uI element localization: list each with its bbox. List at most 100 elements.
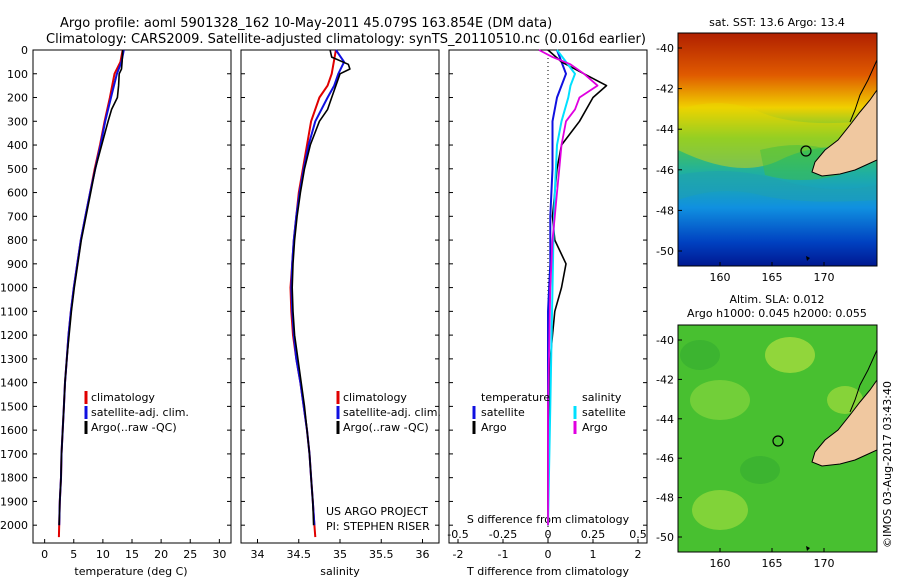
salinity-x-axis: 34 34.5 35 35.5 36 [251,539,430,561]
s-diff-tick-label: 0 [545,528,552,541]
salinity-panel-frame [240,49,440,544]
sla-map [678,325,877,552]
sla-map-frame [677,324,878,553]
x-tick-label: 34 [251,548,265,561]
s-diff-tick-label: -0.5 [447,528,468,541]
x-tick-label: 0 [545,548,552,561]
depth-tick-label: 100 [7,68,28,81]
depth-tick-label: 1900 [0,495,28,508]
map-lat-tick-label: -40 [656,42,674,55]
map-lon-tick-label: 170 [814,557,835,570]
x-tick-label: -1 [498,548,509,561]
legend-label-climatology: climatology [343,391,407,404]
depth-tick-label: 0 [21,44,28,57]
depth-tick-label: 800 [7,234,28,247]
x-tick-label: 35 [333,548,347,561]
x-tick-label: 35.5 [369,548,394,561]
x-tick-label: 0 [41,548,48,561]
coast-line-north [849,59,877,123]
new-zealand-land [811,89,877,177]
sla-map-axes: -40 -42 -44 -46 -48 -50 160 165 170 [656,334,834,570]
x-tick-label: 30 [212,548,226,561]
x-tick-label: 10 [96,548,110,561]
legend-label-t-satellite: satellite [481,406,525,419]
temperature-axis-label: temperature (deg C) [74,565,187,578]
sst-cool-patch [678,171,877,202]
s-diff-tick-label: 0.25 [581,528,606,541]
series-line-salinity-argo [538,49,599,526]
legend-label-t-argo: Argo [481,421,507,434]
sla-blob [765,337,815,373]
s-difference-x-axis: -0.5 -0.25 0 0.25 0.5 [447,528,646,541]
sst-map-axes: -40 -42 -44 -46 -48 -50 160 165 170 [656,42,834,284]
x-tick-label: 25 [183,548,197,561]
project-annotation: US ARGO PROJECT [326,505,428,518]
sst-map-title: sat. SST: 13.6 Argo: 13.4 [709,16,845,29]
depth-tick-label: 1800 [0,472,28,485]
depth-tick-label: 200 [7,92,28,105]
sla-blob [692,490,748,530]
x-tick-label: -2 [453,548,464,561]
x-tick-label: 20 [154,548,168,561]
legend-title-salinity: salinity [582,391,622,404]
profile-series-layer [57,49,608,538]
depth-tick-label: 1700 [0,448,28,461]
legend-label-satellite-adj: satellite-adj. clim. [343,406,441,419]
float-position-marker [772,435,784,447]
legend-label-s-satellite: satellite [582,406,626,419]
depth-tick-label: 1000 [0,282,28,295]
map-lat-tick-label: -40 [656,334,674,347]
sla-blob [680,340,720,370]
temperature-x-axis: 0 5 10 15 20 25 30 [41,539,226,561]
depth-tick-label: 700 [7,210,28,223]
map-lat-tick-label: -44 [656,123,674,136]
header-line-1: Argo profile: aoml 5901328_162 10-May-20… [60,16,552,31]
map-lat-tick-label: -46 [656,164,674,177]
map-lon-tick-label: 160 [710,557,731,570]
depth-tick-label: 1200 [0,329,28,342]
depth-tick-label: 1100 [0,305,28,318]
map-lat-tick-label: -46 [656,452,674,465]
legend-label-s-argo: Argo [582,421,608,434]
legend-label-argo: Argo(..raw -QC) [91,421,177,434]
depth-tick-label: 600 [7,187,28,200]
salinity-axis-label: salinity [320,565,360,578]
s-diff-tick-label: 0.5 [629,528,647,541]
depth-tick-label: 300 [7,115,28,128]
s-diff-tick-label: -0.25 [489,528,517,541]
map-lon-tick-label: 165 [762,557,783,570]
t-difference-x-axis: -2 -1 0 1 2 [453,539,642,561]
series-line-argo-raw-qc [58,49,124,526]
series-line-temperature-argo [547,49,608,526]
map-lon-tick-label: 160 [710,271,731,284]
x-tick-label: 1 [590,548,597,561]
depth-axis: 0 100 200 300 400 500 600 700 800 900 1000 1100 1200… [0,44,647,532]
map-lon-tick-label: 170 [814,271,835,284]
sla-blob [827,386,863,414]
map-lat-tick-label: -50 [656,245,674,258]
legend-title-temperature: temperature [481,391,550,404]
salinity-legend: climatology satellite-adj. clim. Argo(..… [336,391,441,434]
header-line-2: Climatology: CARS2009. Satellite-adjuste… [46,32,646,47]
depth-tick-label: 1400 [0,377,28,390]
depth-tick-label: 500 [7,163,28,176]
difference-legend: temperature satellite Argo salinity sate… [472,391,626,434]
pi-annotation: PI: STEPHEN RISER [326,520,430,533]
map-lat-tick-label: -48 [656,492,674,505]
map-lat-tick-label: -42 [656,83,674,96]
island-marker [806,256,810,261]
sla-blob [690,380,750,420]
x-tick-label: 2 [635,548,642,561]
depth-tick-label: 1300 [0,353,28,366]
sst-warm-patch [678,102,877,168]
island-marker [806,546,810,551]
imos-watermark: ©IMOS 03-Aug-2017 03:43:40 [881,381,894,548]
depth-tick-label: 900 [7,258,28,271]
map-lat-tick-label: -44 [656,413,674,426]
legend-label-climatology: climatology [91,391,155,404]
map-lon-tick-label: 165 [762,271,783,284]
coast-line-north [849,349,877,413]
float-position-marker [800,145,812,157]
new-zealand-land [811,379,877,467]
